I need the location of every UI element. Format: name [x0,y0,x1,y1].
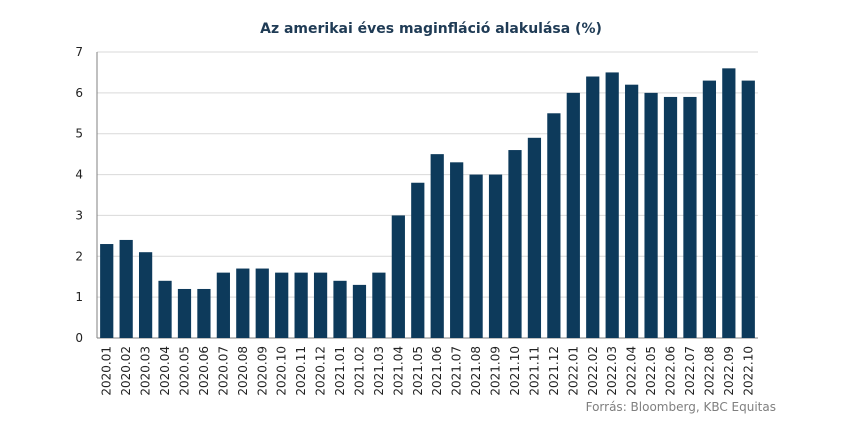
bar [663,96,678,338]
bar [683,96,697,338]
x-tick-label: 2021.06 [430,346,444,396]
y-tick-label: 6 [75,86,83,100]
x-tick-label: 2020.09 [255,346,269,396]
y-tick-label: 7 [75,45,83,59]
bar [488,174,503,338]
x-tick-label: 2021.05 [411,346,425,396]
x-tick-label: 2020.12 [314,346,328,396]
source-note: Forrás: Bloomberg, KBC Equitas [585,400,776,414]
x-tick-label: 2020.02 [119,346,133,396]
bar [236,268,250,338]
x-tick-label: 2022.10 [741,346,755,396]
x-tick-label: 2020.05 [177,346,191,396]
gridlines [96,51,758,339]
x-tick-label: 2020.01 [100,346,114,396]
x-tick-label: 2022.06 [664,346,678,396]
x-tick-label: 2020.07 [216,346,230,396]
bar [352,284,367,338]
x-tick-label: 2021.10 [508,346,522,396]
y-tick-label: 2 [75,249,83,263]
bar [508,150,522,338]
x-tick-label: 2022.07 [683,346,697,396]
bar [275,272,289,338]
x-tick-label: 2021.01 [333,346,347,396]
bar [216,272,230,338]
bar [644,92,658,338]
x-tick-label: 2022.01 [566,346,580,396]
x-tick-label: 2021.08 [469,346,483,396]
bar [469,174,483,338]
bar [547,113,561,339]
bar [411,182,425,338]
bar [255,268,269,338]
y-tick-label: 1 [75,290,83,304]
x-tick-label: 2020.06 [197,346,211,396]
x-tick-label: 2021.04 [391,346,405,396]
bar [527,137,542,338]
bar [313,272,328,338]
y-axis-ticks: 0 1 2 3 4 5 6 7 [75,45,83,345]
x-tick-label: 2020.11 [294,346,308,396]
bars [100,68,755,339]
y-tick-label: 5 [75,127,83,141]
x-tick-label: 2020.03 [139,346,153,396]
x-tick-label: 2021.12 [547,346,561,396]
y-tick-label: 0 [75,331,83,345]
bar [430,154,444,338]
bar [294,272,308,338]
x-tick-label: 2020.08 [236,346,250,396]
x-tick-label: 2021.03 [372,346,386,396]
bar [138,252,153,338]
bar [566,92,580,338]
x-tick-label: 2022.02 [586,346,600,396]
bar [177,288,192,338]
chart-title: Az amerikai éves maginfláció alakulása (… [260,21,602,37]
y-tick-label: 3 [75,208,83,222]
bar [450,162,464,338]
bar [702,80,717,338]
bar [722,68,736,338]
bar [586,76,600,338]
bar [119,239,133,338]
bar [100,244,114,338]
x-tick-label: 2022.08 [702,346,716,396]
x-tick-label: 2022.04 [625,346,639,396]
bar [741,80,755,338]
x-axis-ticks: 2020.01 2020.02 2020.03 2020.04 2020.05 2020.… [100,346,756,396]
x-tick-label: 2021.02 [352,346,366,396]
bar [372,272,386,338]
x-tick-label: 2022.09 [722,346,736,396]
bar [158,280,172,338]
x-tick-label: 2020.10 [275,346,289,396]
x-tick-label: 2021.07 [450,346,464,396]
bar [605,72,619,338]
x-tick-label: 2022.03 [605,346,619,396]
x-tick-label: 2021.09 [489,346,503,396]
bar [625,84,639,338]
x-tick-label: 2022.05 [644,346,658,396]
x-tick-label: 2021.11 [527,346,541,396]
y-tick-label: 4 [75,168,83,182]
bar [333,280,347,338]
bar [391,215,405,338]
x-tick-label: 2020.04 [158,346,172,396]
bar [197,288,211,338]
